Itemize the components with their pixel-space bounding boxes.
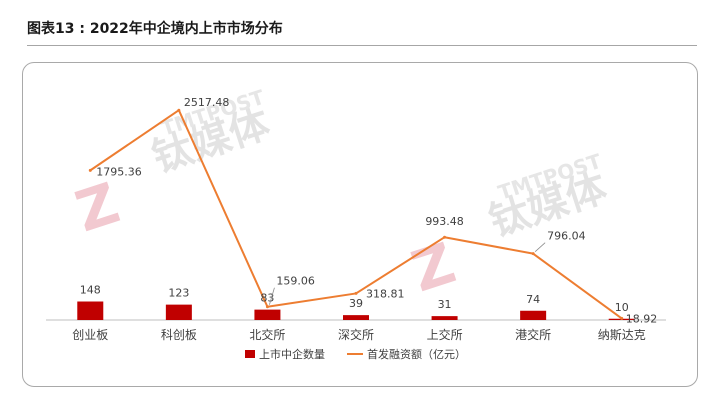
- bar-0: [77, 301, 104, 320]
- x-tick-label-1: 科创板: [161, 328, 197, 342]
- bar-label-6: 10: [615, 301, 629, 314]
- x-tick-label-2: 北交所: [249, 327, 285, 342]
- legend-label-bar: 上市中企数量: [259, 347, 325, 361]
- line-point-5: [531, 252, 535, 256]
- line-point-4: [443, 235, 447, 239]
- line-label-1: 2517.48: [184, 96, 230, 109]
- line-label-5: 796.04: [547, 230, 586, 243]
- watermark-logo-mark-0: Z: [68, 171, 127, 245]
- leader-line-5: [534, 242, 546, 252]
- line-label-2: 159.06: [276, 275, 315, 288]
- leader-line-2: [269, 287, 275, 305]
- legend: 上市中企数量 首发融资额（亿元）: [245, 347, 466, 361]
- bar-label-0: 148: [80, 284, 101, 297]
- bar-label-5: 74: [526, 293, 540, 306]
- chart-frame: [22, 62, 698, 387]
- axis-layer: 创业板 科创板 北交所 深交所 上交所 港交所 纳斯达克: [46, 319, 666, 342]
- bar-series: [77, 301, 635, 320]
- x-tick-label-6: 纳斯达克: [598, 328, 646, 342]
- legend-swatch-bar: [245, 350, 255, 358]
- bar-1: [165, 304, 192, 320]
- data-labels: 148 123 83 39 31 74 10 1795.36 2517.48 159.06 318.…: [80, 96, 657, 325]
- line-label-6: 18.92: [626, 312, 658, 325]
- bar-3: [343, 315, 369, 320]
- line-series: [88, 108, 624, 320]
- bar-label-4: 31: [438, 298, 452, 311]
- bar-label-2: 83: [260, 292, 274, 305]
- line-point-2: [265, 305, 269, 309]
- watermark-logo-mark-1: Z: [404, 231, 463, 305]
- chart-header: 图表13 : 2022年中企境内上市市场分布: [27, 15, 697, 46]
- line-point-3: [354, 291, 358, 295]
- line-point-1: [177, 108, 181, 112]
- x-tick-label-5: 港交所: [515, 327, 551, 342]
- legend-label-line: 首发融资额（亿元）: [367, 347, 466, 361]
- x-tick-label-0: 创业板: [72, 328, 108, 342]
- chart-title: 图表13 : 2022年中企境内上市市场分布: [27, 21, 283, 37]
- line-label-3: 318.81: [366, 287, 405, 300]
- bar-5: [520, 310, 547, 320]
- bar-label-3: 39: [349, 297, 363, 310]
- x-tick-label-3: 深交所: [338, 327, 374, 342]
- bar-4: [431, 316, 458, 320]
- line-label-0: 1795.36: [96, 165, 141, 178]
- bar-label-1: 123: [168, 287, 189, 300]
- line-label-4: 993.48: [425, 215, 464, 228]
- bar-2: [254, 309, 281, 320]
- x-tick-label-4: 上交所: [427, 327, 463, 342]
- line-point-6: [620, 316, 624, 320]
- line-point-0: [88, 168, 92, 172]
